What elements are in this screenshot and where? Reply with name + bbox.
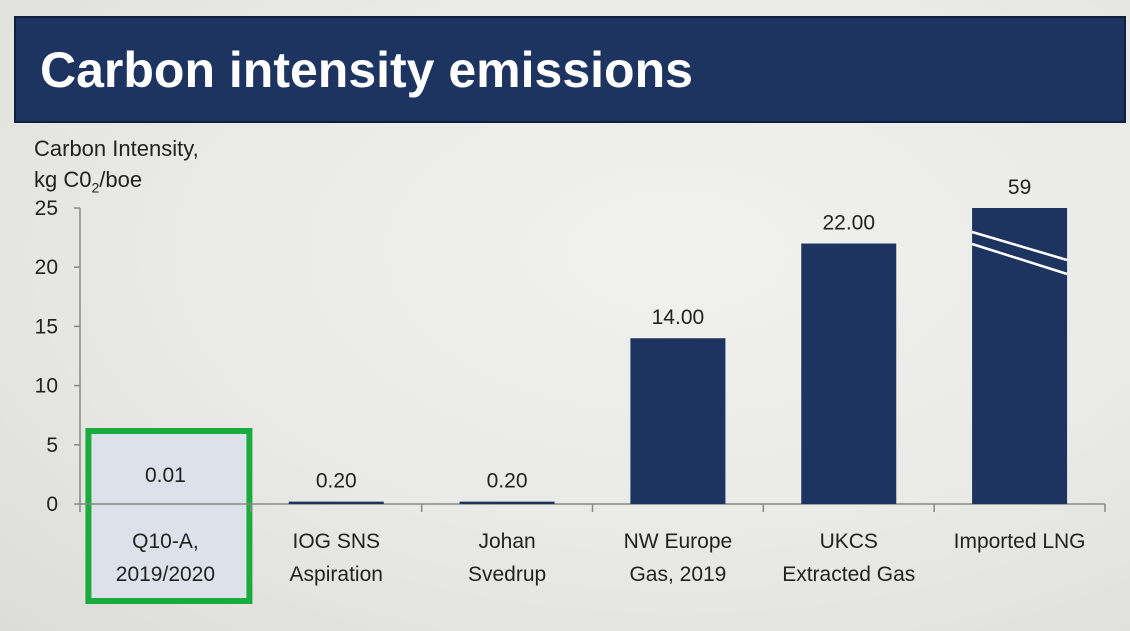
data-label: 59 <box>1008 176 1031 199</box>
y-tick-label: 10 <box>35 375 58 398</box>
y-axis-label-unit-subscript: 2 <box>91 179 100 196</box>
x-tick-label: Svedrup <box>468 563 546 586</box>
x-tick-label: NW Europe <box>624 530 733 553</box>
x-tick-label: 2019/2020 <box>116 563 215 586</box>
data-label: 0.01 <box>145 464 186 487</box>
y-tick-label: 25 <box>35 197 58 220</box>
chart-title: Carbon intensity emissions <box>40 42 693 98</box>
x-tick-label: IOG SNS <box>292 530 380 553</box>
x-tick-label: Extracted Gas <box>782 563 915 586</box>
x-tick-label: Q10-A, <box>132 530 199 553</box>
y-axis-label-line1: Carbon Intensity, <box>34 136 199 161</box>
data-label: 22.00 <box>822 212 875 235</box>
x-tick-label: Gas, 2019 <box>629 563 726 586</box>
y-tick-label: 0 <box>46 493 58 516</box>
y-axis-label: Carbon Intensity, kg C02/boe <box>34 133 199 203</box>
title-banner: Carbon intensity emissions <box>14 16 1126 123</box>
y-tick-label: 20 <box>35 256 58 279</box>
data-label: 14.00 <box>652 306 705 329</box>
y-axis-label-unit-suffix: /boe <box>99 167 143 192</box>
x-tick-label: Imported LNG <box>954 530 1086 553</box>
bar <box>972 208 1068 504</box>
y-tick-label: 15 <box>35 315 58 338</box>
x-tick-label: Johan <box>478 530 535 553</box>
data-label: 0.20 <box>487 470 528 493</box>
bar <box>801 243 897 504</box>
x-tick-label: UKCS <box>820 530 878 553</box>
y-axis-label-unit-prefix: kg C0 <box>34 167 92 192</box>
axis-break-line <box>971 230 1068 262</box>
highlight-box <box>85 428 253 604</box>
data-label: 0.20 <box>316 470 357 493</box>
bar <box>459 501 555 504</box>
x-tick-label: Aspiration <box>290 563 383 586</box>
y-tick-label: 5 <box>46 434 58 457</box>
y-axis-label-line2: kg C02/boe <box>34 164 199 203</box>
bar <box>288 501 384 504</box>
axis-break-line <box>971 242 1068 276</box>
bar <box>630 338 726 504</box>
